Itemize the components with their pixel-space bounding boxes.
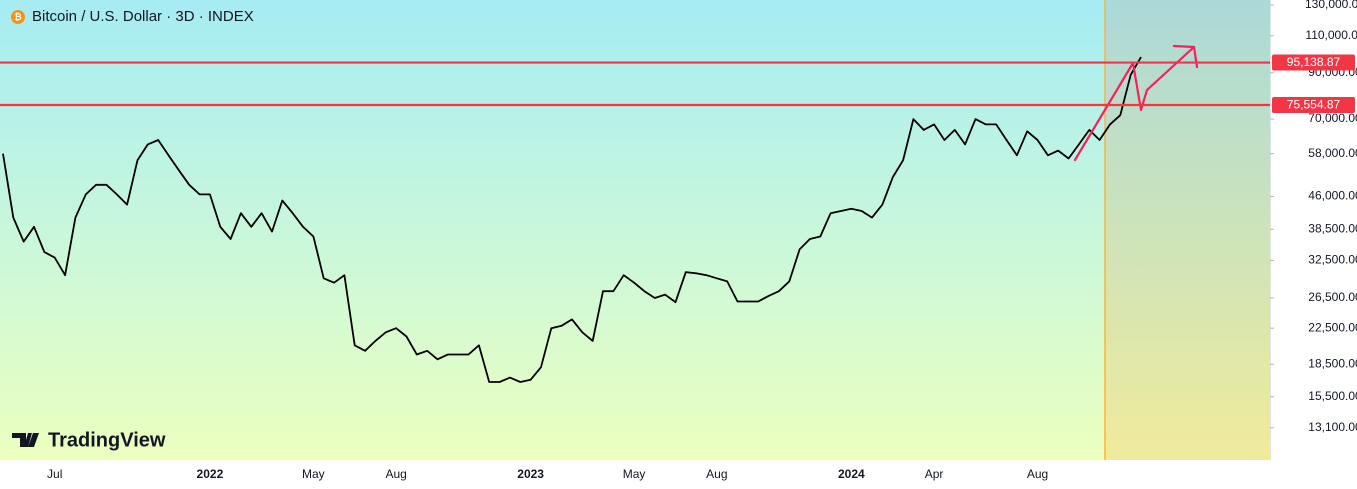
watermark: TradingView bbox=[12, 429, 166, 451]
x-tick-label: 2023 bbox=[517, 467, 544, 481]
y-tick-label: 70,000.00 bbox=[1308, 111, 1357, 125]
x-tick-label: May bbox=[623, 467, 646, 481]
x-tick-label: Aug bbox=[1027, 467, 1048, 481]
y-tick-label: 22,500.00 bbox=[1308, 320, 1357, 334]
level-label: 75,554.87 bbox=[1287, 98, 1341, 112]
y-tick-label: 130,000.00 bbox=[1305, 0, 1357, 11]
level-badge bbox=[1272, 97, 1355, 114]
price-line bbox=[2, 56, 1142, 383]
arrow-head bbox=[1172, 44, 1199, 69]
watermark-text: TradingView bbox=[48, 429, 166, 451]
y-tick-label: 32,500.00 bbox=[1308, 253, 1357, 267]
x-tick-label: Jul bbox=[47, 467, 62, 481]
y-tick-label: 110,000.00 bbox=[1305, 28, 1357, 42]
y-tick-label: 38,500.00 bbox=[1308, 221, 1357, 235]
x-tick-label: 2022 bbox=[197, 467, 224, 481]
x-tick-label: 2024 bbox=[838, 467, 865, 481]
level-label: 95,138.87 bbox=[1287, 55, 1341, 69]
y-tick-label: 18,500.00 bbox=[1308, 356, 1357, 370]
y-tick-label: 26,500.00 bbox=[1308, 290, 1357, 304]
coin-icon-glyph: ₿ bbox=[14, 12, 21, 22]
y-tick-label: 15,500.00 bbox=[1308, 389, 1357, 403]
coin-icon bbox=[11, 10, 25, 24]
plot-background bbox=[0, 0, 1270, 460]
level-badge bbox=[1272, 54, 1355, 71]
x-tick-label: Aug bbox=[385, 467, 406, 481]
y-tick-label: 58,000.00 bbox=[1308, 146, 1357, 160]
y-tick-label: 13,100.00 bbox=[1308, 420, 1357, 434]
series bbox=[2, 56, 1142, 383]
watermark-logo bbox=[12, 433, 39, 447]
arrow-path bbox=[1073, 45, 1196, 162]
x-tick-label: Apr bbox=[925, 467, 944, 481]
x-tick-label: May bbox=[302, 467, 325, 481]
level-lines: 95,138.87 75,554.87 bbox=[0, 54, 1355, 114]
projection-arrow bbox=[1073, 44, 1199, 162]
y-tick-label: 46,000.00 bbox=[1308, 189, 1357, 203]
x-axis: Jul 2022 May Aug 2023 May Aug 2024 Apr Aug bbox=[47, 467, 1048, 481]
header: ₿ Bitcoin / U.S. Dollar · 3D · INDEX bbox=[11, 8, 254, 25]
x-tick-label: Aug bbox=[706, 467, 727, 481]
projection-zone bbox=[1105, 0, 1270, 460]
chart-title: Bitcoin / U.S. Dollar · 3D · INDEX bbox=[32, 8, 254, 25]
